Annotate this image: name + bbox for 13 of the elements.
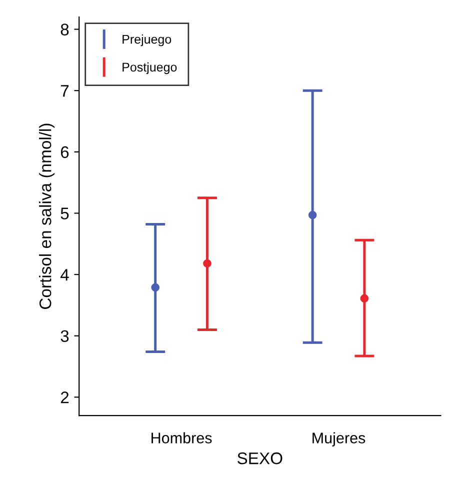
- legend-label: Prejuego: [122, 34, 172, 46]
- x-axis-title: SEXO: [238, 452, 282, 464]
- y-tick-label: 3: [60, 330, 69, 342]
- y-tick-label: 5: [60, 208, 69, 220]
- y-tick-label: 4: [60, 269, 69, 281]
- legend-label: Postjuego: [122, 62, 177, 74]
- y-tick-label: 6: [60, 146, 69, 158]
- x-tick-label: Mujeres: [312, 432, 366, 446]
- x-tick-label: Hombres: [152, 432, 212, 444]
- y-tick-label: 2: [60, 392, 69, 404]
- y-tick-label: 8: [60, 24, 69, 36]
- y-tick-label: 7: [60, 85, 69, 97]
- y-axis-title: Cortisol en saliva (nmol/l): [39, 124, 55, 309]
